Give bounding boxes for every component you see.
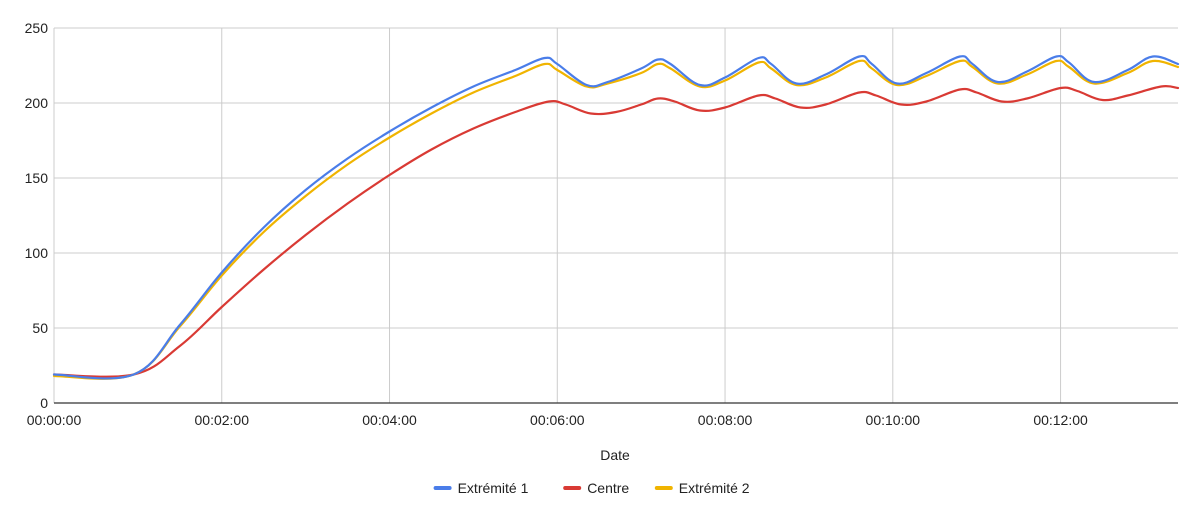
legend-item-centre[interactable]: Centre bbox=[563, 480, 629, 496]
legend-item-extremite-1[interactable]: Extrémité 1 bbox=[433, 480, 529, 496]
x-tick-label: 00:00:00 bbox=[27, 412, 82, 428]
series-lines bbox=[52, 54, 1180, 380]
series-line-centre bbox=[52, 85, 1180, 378]
axes: 0 50 100 150 200 250 00:00:00 00:02:00 00:04:00 0… bbox=[25, 20, 1178, 428]
y-tick-label: 100 bbox=[25, 245, 49, 261]
x-tick-label: 00:10:00 bbox=[866, 412, 921, 428]
x-tick-label: 00:06:00 bbox=[530, 412, 585, 428]
x-tick-label: 00:04:00 bbox=[362, 412, 417, 428]
gridlines bbox=[53, 27, 1178, 403]
series-line-extremite-1 bbox=[52, 54, 1180, 380]
legend-item-extremite-2[interactable]: Extrémité 2 bbox=[654, 480, 750, 496]
legend-label: Centre bbox=[587, 480, 629, 496]
x-tick-label: 00:08:00 bbox=[698, 412, 753, 428]
y-tick-label: 150 bbox=[25, 170, 49, 186]
y-tick-label: 200 bbox=[25, 95, 49, 111]
x-tick-label: 00:12:00 bbox=[1033, 412, 1088, 428]
series-line-extremite-2 bbox=[52, 59, 1180, 380]
x-axis-title: Date bbox=[600, 447, 630, 463]
x-tick-label: 00:02:00 bbox=[195, 412, 250, 428]
legend-label: Extrémité 2 bbox=[679, 480, 750, 496]
legend-label: Extrémité 1 bbox=[458, 480, 529, 496]
y-tick-label: 0 bbox=[40, 395, 48, 411]
y-tick-label: 250 bbox=[25, 20, 49, 36]
y-tick-label: 50 bbox=[32, 320, 48, 336]
legend: Extrémité 1 Centre Extrémité 2 bbox=[433, 480, 750, 496]
